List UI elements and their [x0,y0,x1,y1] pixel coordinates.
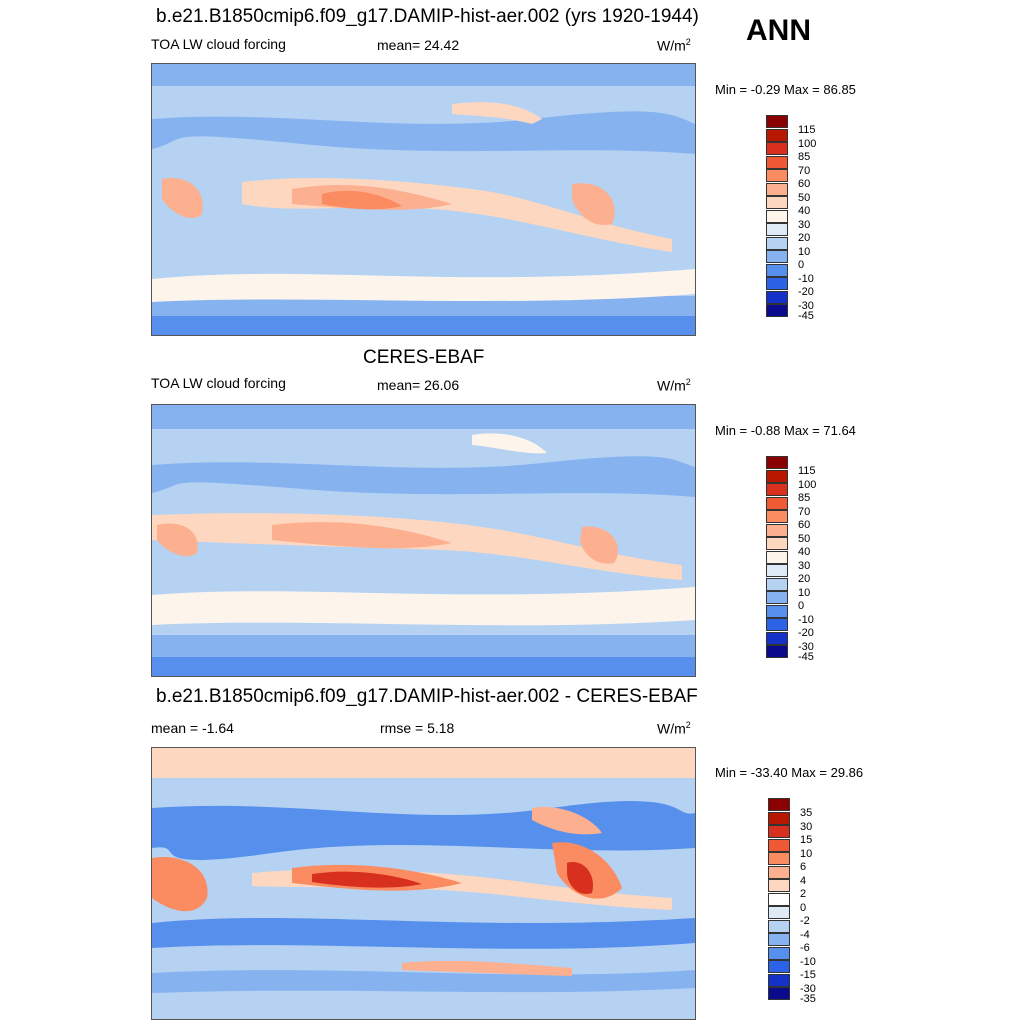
colorbar-tick: 50 [798,191,811,204]
colorbar-tick: 40 [798,205,811,217]
panel2-variable-label: TOA LW cloud forcing [151,375,286,391]
colorbar-tick: 60 [798,519,811,531]
colorbar-tick: 85 [798,492,811,504]
panel1-units: W/m2 [657,37,691,54]
panel1-map [151,63,696,336]
colorbar-tick: 4 [800,874,807,887]
colorbar-tick: -4 [800,928,810,941]
panel2-units: W/m2 [657,377,691,394]
colorbar-tick: 30 [798,559,811,572]
colorbar-tick: 10 [800,847,813,860]
colorbar-tick: 30 [800,820,813,833]
panel1-variable-label: TOA LW cloud forcing [151,36,286,52]
colorbar-tick: 70 [798,164,811,177]
panel3-mean-label: mean = -1.64 [151,720,234,736]
colorbar-tick: 115 [798,124,816,136]
panel3-colorbar: 35 30 15 10 6 4 2 0 -2 -4 -6 -10 -15 -30… [768,798,828,1013]
panel2-colorbar: 115 100 85 70 60 50 40 30 20 10 0 -10 -2… [766,456,826,671]
colorbar-tick: 30 [798,218,811,231]
panel1-colorbar: 115 100 85 70 60 50 40 30 20 10 0 -10 -2… [766,115,826,330]
colorbar-tick: 100 [798,137,817,150]
colorbar-tick: -10 [798,272,814,285]
colorbar-tick: 20 [798,573,811,585]
colorbar-tick: 0 [798,259,805,271]
colorbar-tick: 10 [798,586,811,599]
colorbar-tick: -45 [798,310,814,322]
colorbar-tick: 115 [798,465,816,477]
colorbar-tick: 60 [798,178,811,190]
colorbar-tick: -30 [800,982,816,995]
colorbar-tick: 2 [800,888,807,900]
colorbar-tick: -35 [800,993,816,1005]
colorbar-tick: 35 [800,807,813,819]
colorbar-tick: 20 [798,232,811,244]
colorbar-tick: -30 [798,299,814,312]
colorbar-tick: -20 [798,286,814,298]
colorbar-tick: 85 [798,151,811,163]
panel1-title: b.e21.B1850cmip6.f09_g17.DAMIP-hist-aer.… [156,6,699,27]
colorbar-tick: 50 [798,532,811,545]
panel1-mean-label: mean= 24.42 [377,37,460,53]
panel2-title: CERES-EBAF [363,347,485,368]
colorbar-tick: 70 [798,505,811,518]
colorbar-tick: -30 [798,640,814,653]
colorbar-tick: -10 [800,955,816,968]
panel3-rmse-label: rmse = 5.18 [380,720,455,736]
colorbar-tick: 15 [800,834,813,846]
colorbar-tick: 100 [798,478,817,491]
colorbar-tick: -45 [798,651,814,663]
colorbar-tick: 0 [800,901,807,914]
colorbar-tick: -20 [798,627,814,639]
colorbar-tick: 10 [798,245,811,258]
panel3-map [151,747,696,1020]
panel3-minmax: Min = -33.40 Max = 29.86 [715,765,864,780]
colorbar-tick: 0 [798,600,805,612]
panel2-map [151,404,696,677]
panel3-title: b.e21.B1850cmip6.f09_g17.DAMIP-hist-aer.… [156,686,698,707]
colorbar-tick: 6 [800,861,807,873]
panel1-minmax: Min = -0.29 Max = 86.85 [715,82,856,97]
colorbar-tick: -15 [800,969,816,981]
panel3-units: W/m2 [657,720,691,737]
colorbar-tick: -6 [800,942,810,954]
panel2-mean-label: mean= 26.06 [377,377,460,393]
colorbar-tick: 40 [798,546,811,558]
colorbar-tick: -10 [798,613,814,626]
panel2-minmax: Min = -0.88 Max = 71.64 [715,423,856,438]
colorbar-tick: -2 [800,915,810,927]
season-label: ANN [746,14,811,47]
